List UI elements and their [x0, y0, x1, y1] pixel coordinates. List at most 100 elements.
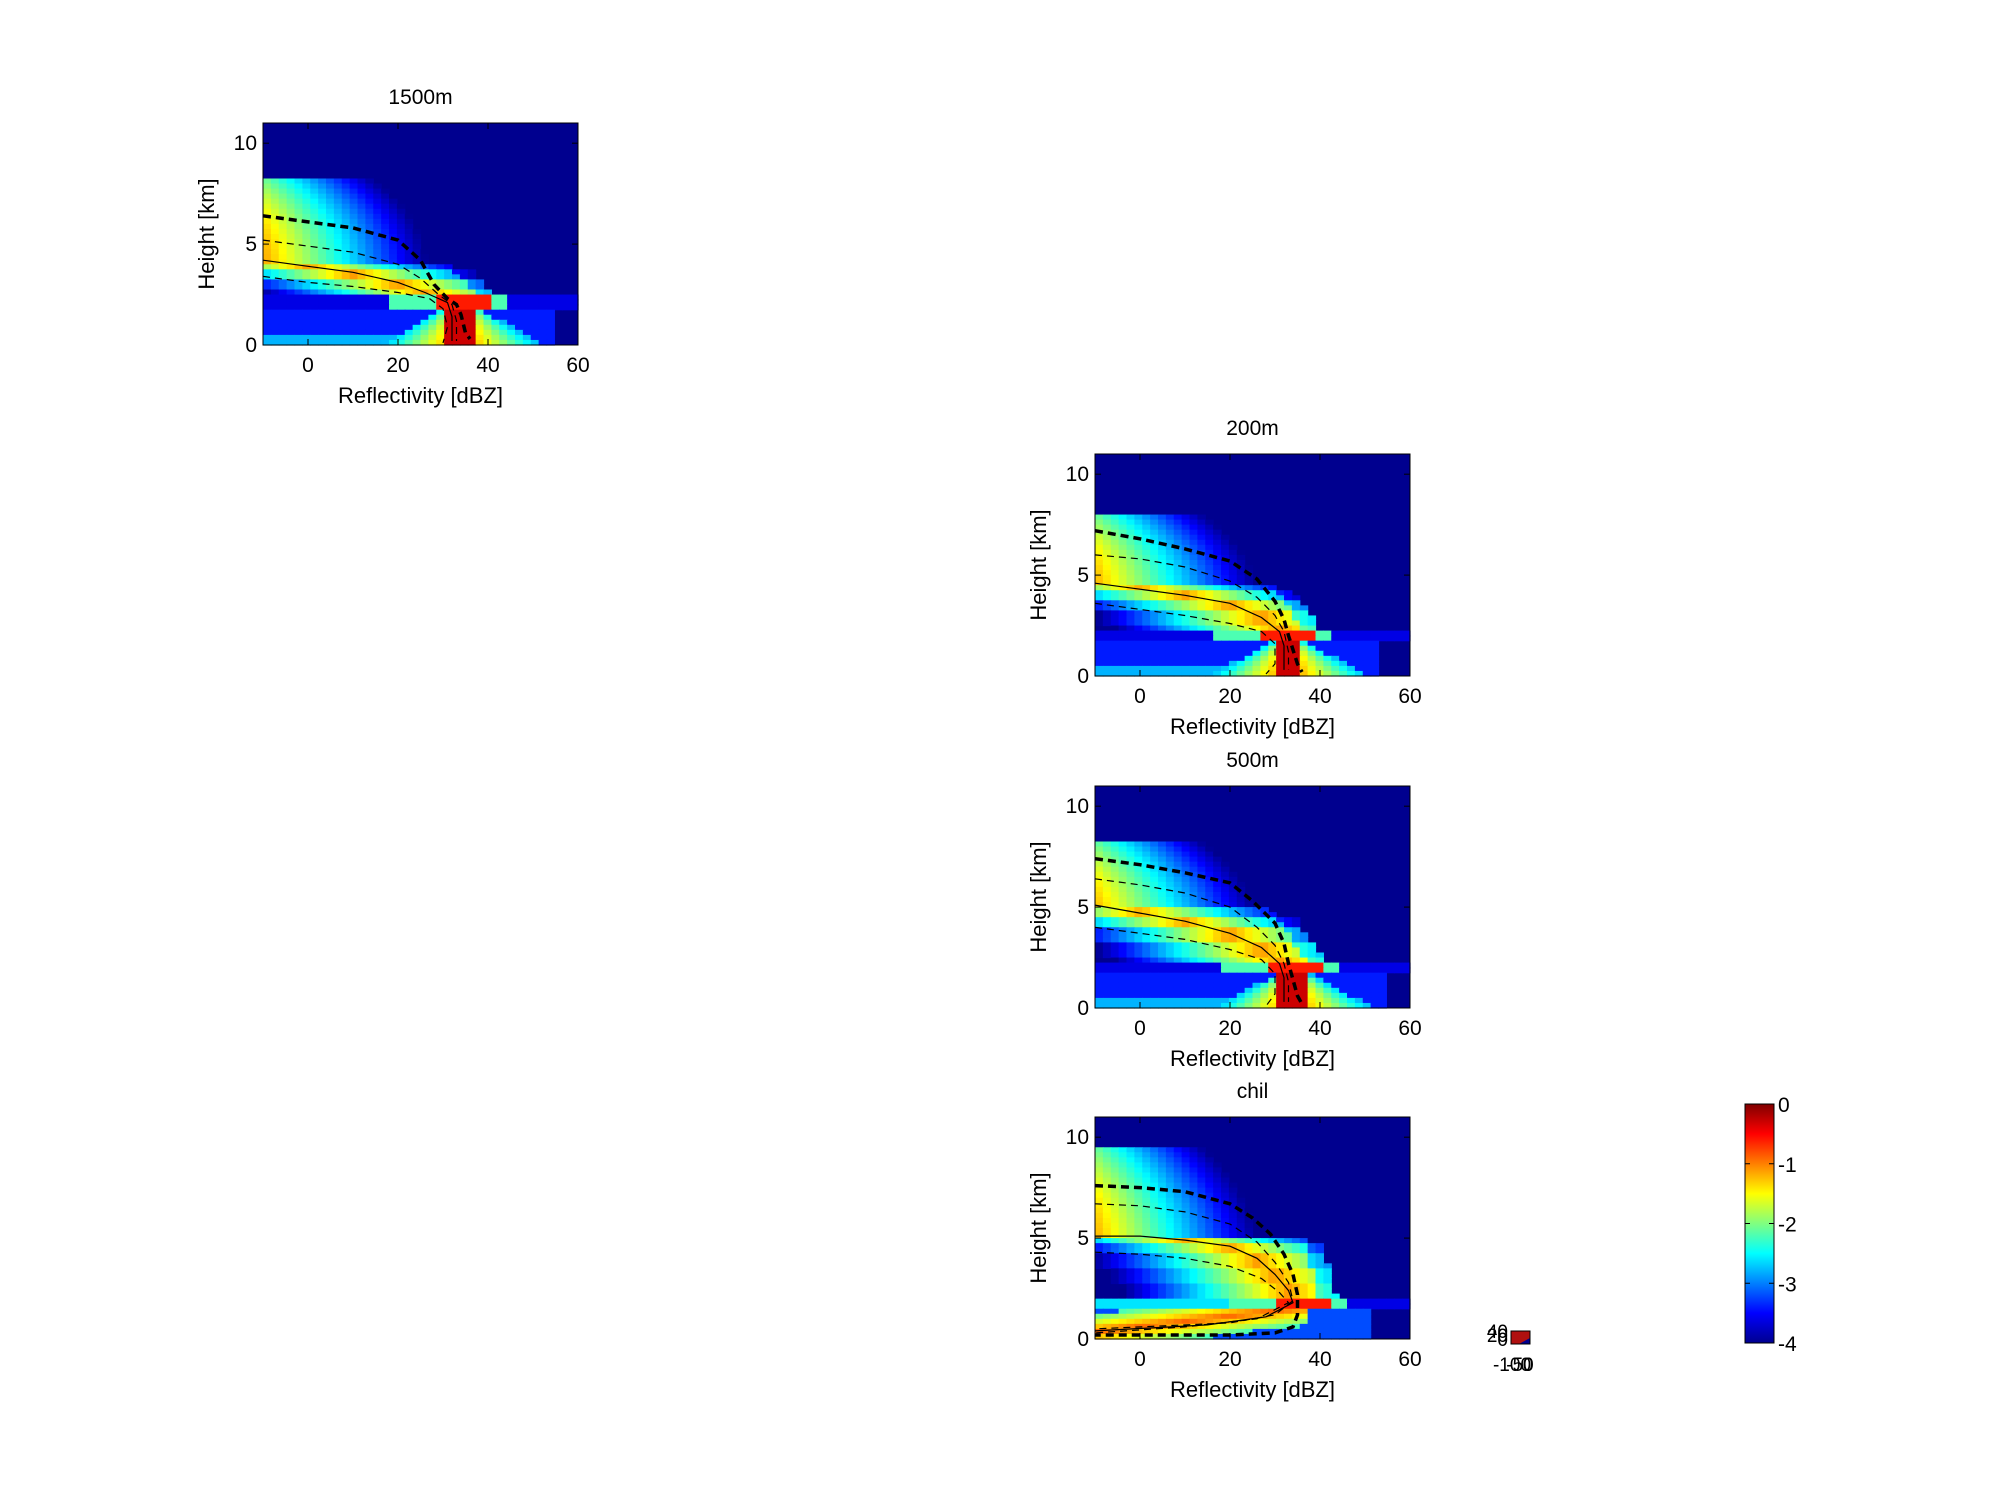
- heatmap-cell: [436, 309, 445, 316]
- heatmap-cell: [1118, 1288, 1128, 1295]
- heatmap-cell: [1370, 987, 1380, 994]
- heatmap-cell: [1165, 856, 1175, 863]
- heatmap-cell: [1189, 846, 1198, 853]
- heatmap-cell: [1181, 876, 1191, 883]
- heatmap-cell: [1095, 640, 1104, 647]
- heatmap-cell: [1276, 660, 1285, 667]
- heatmap-cell: [1228, 565, 1238, 571]
- heatmap-cell: [1110, 856, 1120, 863]
- heatmap-cell: [1102, 570, 1112, 576]
- heatmap-cell: [1142, 620, 1151, 627]
- heatmap-cell: [1134, 539, 1143, 546]
- heatmap-cell: [1189, 1258, 1198, 1264]
- heatmap-cell: [1095, 1222, 1104, 1229]
- heatmap-cell: [1142, 1187, 1151, 1194]
- heatmap-area: [1094, 1117, 1411, 1340]
- heatmap-cell: [1228, 1222, 1238, 1229]
- heatmap-cell: [1102, 977, 1112, 984]
- heatmap-cell: [326, 334, 335, 341]
- heatmap-cell: [1197, 534, 1206, 541]
- heatmap-cell: [1291, 1308, 1301, 1315]
- heatmap-cell: [286, 223, 296, 230]
- heatmap-cell: [1134, 1197, 1143, 1204]
- heatmap-cell: [1189, 1192, 1198, 1199]
- heatmap-cell: [1213, 1207, 1222, 1214]
- heatmap-cell: [1142, 1248, 1151, 1254]
- heatmap-cell: [1197, 1328, 1206, 1335]
- heatmap-cell: [1189, 1157, 1198, 1164]
- heatmap-cell: [1315, 1273, 1324, 1280]
- heatmap-cell: [1158, 1147, 1167, 1153]
- heatmap-cell: [428, 324, 437, 331]
- heatmap-cell: [389, 223, 398, 230]
- heatmap-cell: [1181, 1162, 1191, 1169]
- heatmap-cell: [1095, 670, 1104, 677]
- heatmap-cell: [1197, 565, 1206, 571]
- heatmap-cell: [1118, 575, 1128, 581]
- heatmap-cell: [1158, 881, 1167, 888]
- heatmap-cell: [428, 274, 437, 281]
- heatmap-cell: [1213, 575, 1222, 581]
- heatmap-cell: [1291, 1323, 1301, 1330]
- heatmap-cell: [1284, 610, 1293, 617]
- heatmap-cell: [1126, 932, 1135, 938]
- heatmap-cell: [1252, 615, 1261, 622]
- heatmap-cell: [1165, 972, 1175, 979]
- heatmap-cell: [1299, 942, 1309, 949]
- heatmap-cell: [1331, 1298, 1340, 1305]
- heatmap-cell: [1189, 1202, 1198, 1209]
- heatmap-cell: [1165, 1313, 1175, 1320]
- heatmap-cell: [1173, 1197, 1183, 1204]
- heatmap-cell: [420, 334, 429, 341]
- heatmap-cell: [499, 309, 508, 316]
- heatmap-cell: [381, 188, 390, 195]
- heatmap-cell: [1150, 539, 1159, 546]
- heatmap-cell: [326, 279, 335, 286]
- heatmap-cell: [318, 334, 327, 341]
- heatmap-cell: [1102, 997, 1112, 1004]
- heatmap-cell: [1228, 1303, 1238, 1310]
- heatmap-cell: [1165, 987, 1175, 994]
- heatmap-cell: [1173, 660, 1183, 667]
- heatmap-cell: [475, 319, 485, 326]
- heatmap-cell: [278, 198, 288, 205]
- heatmap-cell: [1307, 1248, 1317, 1254]
- heatmap-cell: [1189, 1328, 1198, 1335]
- heatmap-cell: [1095, 987, 1104, 994]
- heatmap-cell: [1110, 1308, 1120, 1315]
- heatmap-cell: [1323, 1318, 1332, 1325]
- heatmap-cell: [1244, 987, 1254, 994]
- heatmap-cell: [1228, 1333, 1238, 1340]
- heatmap-cell: [515, 339, 524, 346]
- heatmap-cell: [1181, 1248, 1191, 1254]
- heatmap-cell: [1323, 630, 1332, 637]
- heatmap-cell: [1118, 1308, 1128, 1315]
- heatmap-cell: [326, 284, 335, 291]
- heatmap-cell: [1221, 922, 1230, 928]
- heatmap-cell: [1142, 1328, 1151, 1335]
- heatmap-cell: [1331, 640, 1340, 647]
- heatmap-cell: [1323, 1293, 1332, 1300]
- heatmap-cell: [1299, 932, 1309, 938]
- heatmap-cell: [1189, 1002, 1198, 1009]
- heatmap-cell: [1221, 580, 1230, 586]
- heatmap-cell: [349, 254, 359, 260]
- heatmap-cell: [1165, 519, 1175, 526]
- heatmap-cell: [1260, 972, 1269, 979]
- heatmap-cell: [1110, 866, 1120, 873]
- heatmap-cell: [1260, 1283, 1269, 1290]
- heatmap-cell: [420, 319, 429, 326]
- heatmap-cell: [1118, 534, 1128, 541]
- heatmap-cell: [1173, 861, 1183, 868]
- heatmap-cell: [310, 329, 319, 336]
- heatmap-cell: [475, 279, 485, 286]
- heatmap-cell: [278, 254, 288, 260]
- heatmap-cell: [428, 284, 437, 291]
- heatmap-cell: [1126, 514, 1135, 521]
- heatmap-cell: [1213, 851, 1222, 858]
- heatmap-cell: [1221, 912, 1230, 918]
- heatmap-cell: [286, 234, 296, 240]
- heatmap-cell: [483, 334, 492, 341]
- heatmap-cell: [1315, 635, 1324, 642]
- heatmap-cell: [1126, 922, 1135, 928]
